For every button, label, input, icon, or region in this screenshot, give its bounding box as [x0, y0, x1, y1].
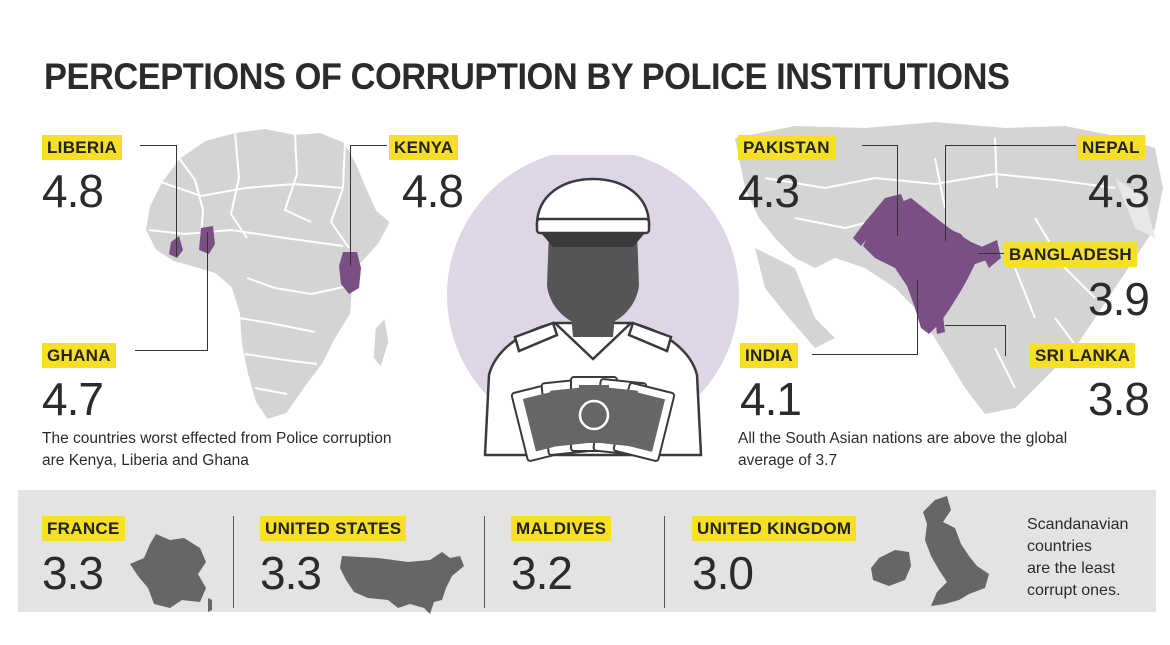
- kenya-label: KENYA: [389, 135, 459, 160]
- usa-score: 3.3: [260, 547, 322, 599]
- uk-score: 3.0: [692, 547, 754, 599]
- ghana-label: GHANA: [42, 343, 116, 368]
- pakistan-score: 4.3: [738, 165, 800, 217]
- france-silhouette: [130, 534, 212, 612]
- scandinavia-note-line3: are the least: [1027, 560, 1116, 577]
- south-asia-map: [735, 122, 1163, 414]
- divider-3: [664, 516, 665, 608]
- nepal-leader: [945, 145, 1076, 241]
- asia-caption-line2: average of 3.7: [738, 452, 838, 469]
- india-score: 4.1: [740, 373, 802, 425]
- police-officer-illustration: [447, 155, 739, 462]
- india-label: INDIA: [740, 343, 798, 368]
- usa-label: UNITED STATES: [260, 516, 407, 541]
- uk-label: UNITED KINGDOM: [692, 516, 857, 541]
- bangladesh-shape: [979, 240, 1001, 268]
- pakistan-label: PAKISTAN: [738, 135, 835, 160]
- africa-caption-line2: are Kenya, Liberia and Ghana: [42, 452, 249, 469]
- africa-map: [143, 126, 393, 422]
- money-stack-icon: [510, 376, 676, 462]
- india-leader: [812, 280, 918, 355]
- liberia-score: 4.8: [42, 165, 104, 217]
- nepal-score: 4.3: [1088, 165, 1150, 217]
- bangladesh-score: 3.9: [1088, 273, 1150, 325]
- kenya-score: 4.8: [402, 165, 464, 217]
- srilanka-shape: [935, 316, 945, 334]
- usa-silhouette: [340, 552, 464, 614]
- bangladesh-label: BANGLADESH: [1004, 242, 1137, 267]
- africa-caption-line1: The countries worst effected from Police…: [42, 430, 392, 447]
- france-score: 3.3: [42, 547, 104, 599]
- uk-silhouette: [871, 496, 989, 606]
- scandinavia-note-line2: countries: [1027, 538, 1092, 555]
- ghana-leader: [135, 232, 208, 351]
- liberia-leader: [140, 145, 177, 256]
- maldives-label: MALDIVES: [511, 516, 612, 541]
- divider-1: [233, 516, 234, 608]
- scandinavia-note-line1: Scandanavian: [1027, 516, 1129, 533]
- bangladesh-leader: [978, 253, 1004, 254]
- divider-2: [484, 516, 485, 608]
- kenya-leader: [350, 145, 387, 266]
- india-shape: [863, 198, 987, 334]
- maldives-score: 3.2: [511, 547, 573, 599]
- france-label: FRANCE: [42, 516, 125, 541]
- pakistan-leader: [862, 145, 898, 236]
- page-title: PERCEPTIONS OF CORRUPTION BY POLICE INST…: [44, 56, 1010, 97]
- kenya-shape: [339, 252, 361, 294]
- nepal-label: NEPAL: [1077, 135, 1145, 160]
- liberia-label: LIBERIA: [42, 135, 123, 160]
- srilanka-label: SRI LANKA: [1030, 343, 1136, 368]
- asia-caption-line1: All the South Asian nations are above th…: [738, 430, 1068, 447]
- pakistan-shape: [853, 194, 907, 246]
- nepal-shape: [931, 222, 967, 242]
- ghana-score: 4.7: [42, 373, 104, 425]
- srilanka-score: 3.8: [1088, 373, 1150, 425]
- srilanka-leader: [945, 325, 1006, 356]
- scandinavia-note-line4: corrupt ones.: [1027, 582, 1121, 599]
